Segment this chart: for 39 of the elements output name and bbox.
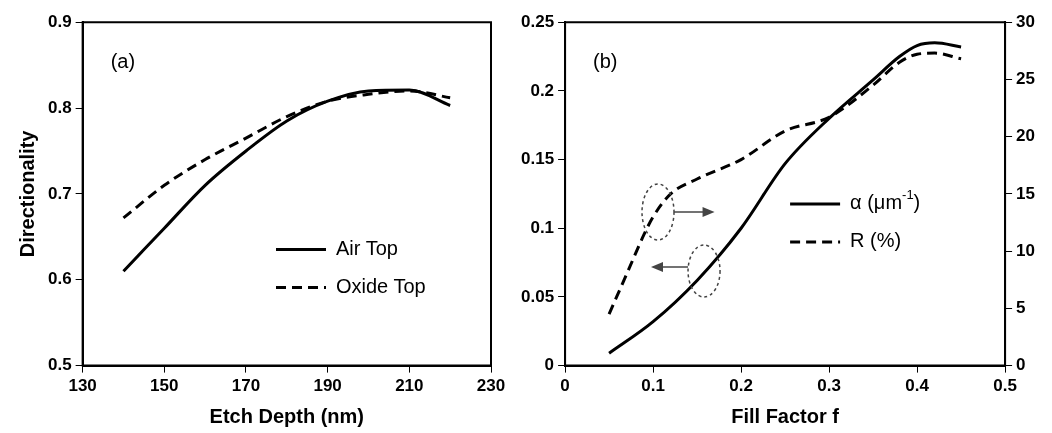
y2-tick-label: 15 <box>1016 183 1036 203</box>
x-tick-label: 0.2 <box>729 376 753 396</box>
y-tick-label: 0.1 <box>530 217 555 237</box>
y-tick-label: 0.05 <box>520 286 555 306</box>
x-tick-label: 0.3 <box>817 376 841 396</box>
line-series <box>121 88 452 273</box>
y-axis-title: Directionality <box>15 129 38 258</box>
x-axis-title: Fill Factor f <box>731 404 840 427</box>
x-tick-label: 190 <box>313 376 342 396</box>
x-tick-label: 150 <box>150 376 179 396</box>
x-tick-label: 0.1 <box>641 376 665 396</box>
y-tick-label: 0.8 <box>47 97 72 117</box>
legend-label: R (%) <box>850 229 902 252</box>
y2-tick-label: 25 <box>1016 69 1036 89</box>
y2-tick-label: 5 <box>1016 298 1026 318</box>
y-tick-label: 0.9 <box>47 11 72 31</box>
y-tick-label: 0.2 <box>530 80 555 100</box>
annotation: (b) <box>593 49 618 72</box>
x-tick-label: 0.5 <box>993 376 1017 396</box>
y-tick-label: 0.6 <box>47 269 72 289</box>
annotation: (a) <box>110 49 136 72</box>
legend-label: Air Top <box>336 237 398 260</box>
y-tick-label: 0.15 <box>520 149 555 169</box>
y-tick-label: 0.5 <box>47 355 72 375</box>
x-tick-label: 0.4 <box>905 376 930 396</box>
y-tick-label: 0 <box>544 355 555 375</box>
y-tick-label: 0.7 <box>47 183 72 203</box>
x-tick-label: 0 <box>560 376 570 396</box>
x-tick-label: 210 <box>395 376 424 396</box>
x-tick-label: 130 <box>68 376 97 396</box>
x-axis-title: Etch Depth (nm) <box>209 404 365 427</box>
y2-tick-label: 20 <box>1016 126 1036 146</box>
y2-tick-label: 30 <box>1016 11 1036 31</box>
y-tick-label: 0.25 <box>520 11 555 31</box>
x-tick-label: 170 <box>231 376 261 396</box>
y2-tick-label: 0 <box>1016 355 1026 375</box>
legend-label: Oxide Top <box>336 275 426 298</box>
y2-tick-label: 10 <box>1016 240 1036 260</box>
x-tick-label: 230 <box>476 376 506 396</box>
